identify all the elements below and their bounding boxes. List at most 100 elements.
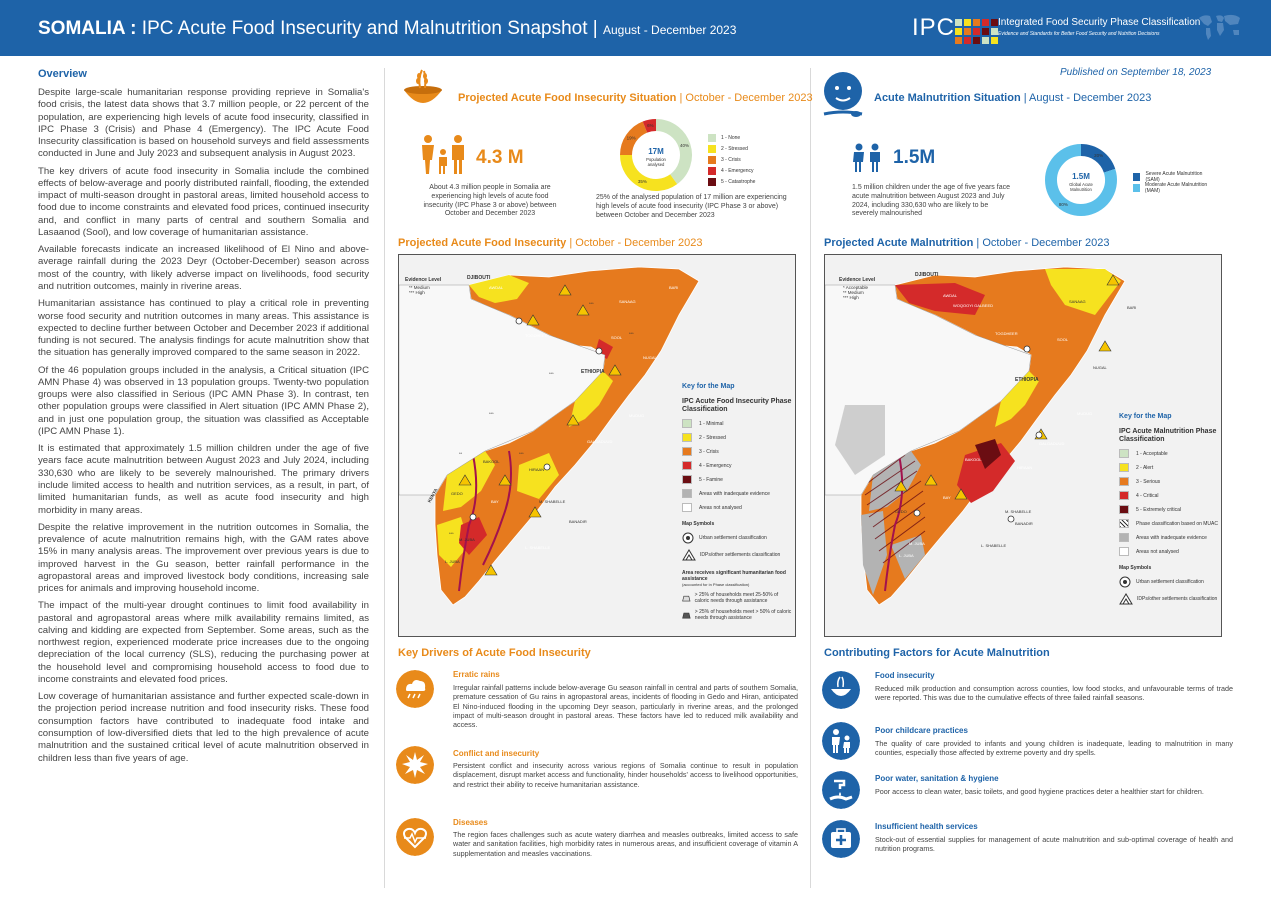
afi-assist-title: Area receives significant humanitarian f…	[682, 570, 786, 583]
map-key-label: Areas not analysed	[1136, 548, 1179, 555]
ipc-tagline: Evidence and Standards for Better Food S…	[998, 31, 1160, 37]
map-label-awdal: AWDAL	[489, 285, 504, 290]
donut-slice	[655, 119, 692, 185]
ipc-full-name: Integrated Food Security Phase Classific…	[998, 17, 1201, 28]
legend-swatch	[708, 155, 716, 164]
driver-title: Erratic rains	[453, 670, 500, 679]
overview-heading: Overview	[38, 68, 87, 80]
map-key-label: 3 - Crisis	[699, 448, 719, 455]
afi-assist-row: > 25% of households meet > 50% of calori…	[682, 609, 792, 621]
map-label-lshabelle: L. SHABELLE	[525, 545, 551, 550]
amn-symbol-urban: Urban settlement classification	[1119, 576, 1219, 588]
column-divider	[810, 68, 811, 888]
map-key-swatch	[1119, 505, 1129, 515]
map-label-woqooyi: WOQOOYI GALBEED	[953, 303, 994, 308]
donut-center-label: analysed	[648, 162, 665, 167]
legend-label: 2 - Stressed	[721, 145, 748, 152]
donut-slice-label: 6%	[647, 123, 654, 128]
overview-column: Overview Despite large-scale humanitaria…	[38, 68, 369, 765]
factor-text: The quality of care provided to infants …	[875, 739, 1233, 758]
amn-donut-legend: Severe Acute Malnutrition (SAM) Moderate …	[1133, 171, 1213, 194]
factor-title: Poor water, sanitation & hygiene	[875, 774, 999, 783]
donut-slice	[1045, 144, 1117, 216]
donut-slice	[620, 121, 648, 156]
ipc-logo-squares	[955, 19, 998, 44]
header-bar: SOMALIA : IPC Acute Food Insecurity and …	[0, 0, 1271, 56]
map-key-label: Phase classification based on MUAC	[1136, 520, 1218, 527]
driver-title: Conflict and insecurity	[453, 749, 540, 758]
map-key-row: Areas not analysed	[682, 503, 792, 513]
idp-settlement-icon	[1119, 593, 1133, 605]
urban-settlement-icon	[1119, 576, 1131, 588]
map-label-bakool: BAKOOL	[965, 457, 982, 462]
donut-center-label: Global Acute	[1069, 182, 1093, 187]
map-key-swatch	[1119, 519, 1129, 529]
map-label-mudug: MUDUG	[629, 413, 645, 418]
map-label-bari: BARI	[669, 285, 679, 290]
donut-slice-label: 35%	[638, 179, 647, 184]
donut-center-value: 17M	[648, 147, 664, 156]
urban-settlement-icon	[682, 532, 694, 544]
amn-symbols-title: Map Symbols	[1119, 565, 1152, 572]
map-label-nugal: NUGAL	[1093, 365, 1107, 370]
idp-settlement-icon	[682, 549, 696, 561]
page-title: SOMALIA : IPC Acute Food Insecurity and …	[38, 18, 736, 40]
map-key-swatch	[1119, 491, 1129, 501]
legend-item: 5 - Catastrophe	[708, 176, 755, 187]
afi-donut-legend: 1 - None 2 - Stressed 3 - Crisis 4 - Emerge…	[708, 132, 755, 187]
overview-paragraph: Available forecasts indicate an increase…	[38, 244, 369, 292]
map-label-djibouti: DJIBOUTI	[915, 272, 939, 278]
map-key-swatch	[682, 447, 692, 457]
map-key-label: 2 - Alert	[1136, 464, 1154, 471]
map-key-swatch	[682, 419, 692, 429]
map-key-swatch	[1119, 463, 1129, 473]
map-label-ethiopia: ETHIOPIA	[1015, 377, 1039, 383]
map-key-label: 1 - Minimal	[699, 420, 724, 427]
map-key-label: 5 - Famine	[699, 476, 723, 483]
donut-slice-label: 80%	[1059, 202, 1068, 207]
ipc-logo: IPC	[912, 14, 956, 41]
map-label-hiraan: HIRAAN	[1017, 465, 1033, 470]
grain-bowl-icon	[404, 69, 442, 103]
map-label-togdheer: TOGDHEER	[525, 333, 548, 338]
overview-paragraph: Low coverage of humanitarian assistance …	[38, 691, 369, 764]
map-key-row: Areas with inadequate evidence	[682, 489, 792, 499]
afi-assist-row: > 25% of households meet 25-50% of calor…	[682, 592, 792, 604]
map-key-row: 5 - Extremely critical	[1119, 505, 1219, 515]
map-key-label: Areas with inadequate evidence	[699, 490, 770, 497]
mother-child-icon	[822, 722, 860, 760]
factors-heading: Contributing Factors for Acute Malnutrit…	[824, 647, 1050, 659]
amn-map	[825, 255, 1221, 636]
map-key-label: 3 - Serious	[1136, 478, 1161, 485]
amn-evidence-level: * Acceptable ** Medium *** High	[843, 285, 869, 300]
map-label-galgaduud: GALGADUUD	[587, 439, 613, 444]
legend-label: Moderate Acute Malnutrition (MAM)	[1144, 181, 1208, 194]
map-label-banadir: BANADIR	[569, 519, 587, 524]
amn-key-title: Key for the Map	[1119, 413, 1172, 420]
health-heart-icon	[396, 818, 434, 856]
donut-slice-label: 19%	[627, 136, 636, 141]
svg-text:**: **	[459, 451, 463, 456]
legend-item: Severe Acute Malnutrition (SAM)	[1133, 171, 1213, 183]
title-period: August - December 2023	[603, 23, 737, 37]
legend-swatch	[708, 144, 716, 153]
map-key-row: 1 - Minimal	[682, 419, 792, 429]
map-label-bakool: BAKOOL	[483, 459, 500, 464]
donut-center-label: Population	[646, 157, 666, 162]
legend-swatch	[708, 133, 716, 142]
map-key-label: 1 - Acceptable	[1136, 450, 1168, 457]
driver-title: Diseases	[453, 818, 488, 827]
legend-swatch	[708, 166, 716, 175]
legend-swatch	[1133, 183, 1140, 192]
map-key-swatch	[1119, 477, 1129, 487]
map-label-bay: BAY	[491, 499, 499, 504]
map-label-sanaag: SANAAG	[1069, 299, 1086, 304]
map-label-mjuba: M. JUBA	[909, 541, 925, 546]
legend-item: 2 - Stressed	[708, 143, 755, 154]
map-key-swatch	[1119, 547, 1129, 557]
overview-paragraph: It is estimated that approximately 1.5 m…	[38, 443, 369, 516]
map-key-label: 2 - Stressed	[699, 434, 726, 441]
hand-washing-icon	[822, 771, 860, 809]
